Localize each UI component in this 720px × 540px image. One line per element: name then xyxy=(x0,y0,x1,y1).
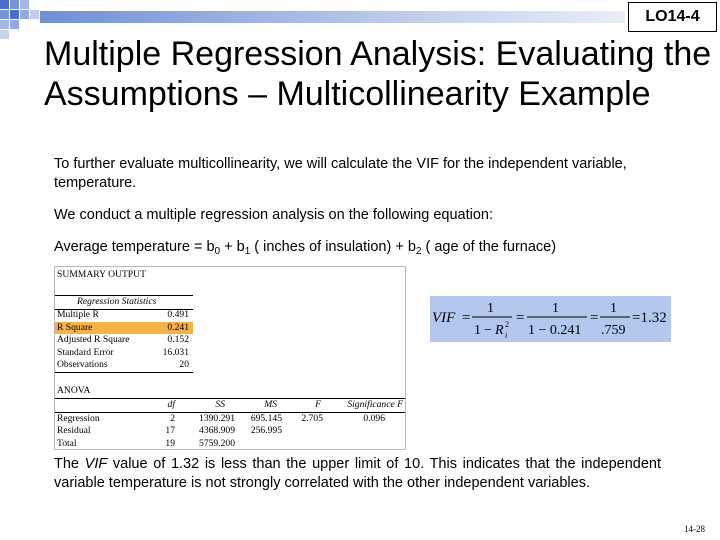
regression-equation: Average temperature = b0 + b1 ( inches o… xyxy=(54,239,557,257)
vif-den2: 1 − 0.241 xyxy=(528,323,581,338)
vif-formula: VIF = 1 1 − R 2 i = 1 1 − 0.241 = 1 .759… xyxy=(430,296,671,342)
anova-ss: 4368.909 xyxy=(199,425,235,436)
stat-value: 16.031 xyxy=(162,346,189,358)
summary-title: SUMMARY OUTPUT xyxy=(57,269,146,280)
stat-value: 0.152 xyxy=(167,334,189,345)
anova-ss: 1390.291 xyxy=(199,412,235,424)
stats-row: Observations 20 xyxy=(55,359,405,372)
vif-den1-r-sup: 2 xyxy=(505,320,509,329)
anova-df: 2 xyxy=(170,412,175,424)
conduct-text: We conduct a multiple regression analysi… xyxy=(54,207,494,223)
conclusion-text: The VIF value of 1.32 is less than the u… xyxy=(54,456,661,491)
page-number: 14-28 xyxy=(684,524,705,534)
anova-df: 17 xyxy=(165,425,175,436)
anova-ms: 695.145 xyxy=(250,412,282,424)
stat-label: Standard Error xyxy=(57,346,114,358)
summary-title-row: SUMMARY OUTPUT xyxy=(55,269,405,282)
stat-label: Adjusted R Square xyxy=(57,334,130,345)
vif-result: =1.32 xyxy=(632,310,667,326)
anova-label: Regression xyxy=(57,412,100,424)
anova-header-ss: SS xyxy=(215,399,225,410)
vif-den1-minus: − xyxy=(484,323,492,338)
anova-title-row: ANOVA xyxy=(55,385,405,398)
vif-num-2: 1 xyxy=(552,301,559,316)
vif-den1-one: 1 xyxy=(474,323,481,338)
anova-ss: 5759.200 xyxy=(199,437,235,449)
vif-num-1: 1 xyxy=(487,301,494,316)
stats-row: Adjusted R Square 0.152 xyxy=(55,334,405,347)
anova-row: Residual 17 4368.909 256.995 xyxy=(55,425,405,438)
anova-df: 19 xyxy=(165,437,175,449)
slide-title: Multiple Regression Analysis: Evaluating… xyxy=(44,35,712,113)
anova-row: Total 19 5759.200 xyxy=(55,437,405,450)
stat-label: Multiple R xyxy=(57,309,99,320)
stats-row: Standard Error 16.031 xyxy=(55,347,405,360)
vif-lhs: VIF xyxy=(432,310,456,326)
vif-den1-r: R xyxy=(494,323,504,338)
header-gradient-bar xyxy=(40,11,625,23)
anova-header-row: df SS MS F Significance F xyxy=(55,399,405,412)
summary-output-table: SUMMARY OUTPUT Regression Statistics Mul… xyxy=(54,266,406,450)
vif-num-3: 1 xyxy=(610,301,617,316)
vif-equals-3: = xyxy=(590,310,598,326)
anova-ms: 256.995 xyxy=(250,425,282,436)
vif-equals-1: = xyxy=(462,310,470,326)
regression-statistics-header-row: Regression Statistics xyxy=(55,296,405,309)
intro-text: To further evaluate multicollinearity, w… xyxy=(54,156,627,191)
anova-label: Residual xyxy=(57,425,91,436)
anova-header-df: df xyxy=(167,399,175,410)
stat-label: R Square xyxy=(57,321,93,333)
anova-label: Total xyxy=(57,437,77,449)
vif-den3: .759 xyxy=(601,323,626,338)
anova-header-ms: MS xyxy=(264,399,277,410)
anova-sig: 0.096 xyxy=(363,412,385,424)
learning-objective-label: LO14-4 xyxy=(628,2,717,32)
anova-f: 2.705 xyxy=(301,412,323,424)
anova-header-f: F xyxy=(315,399,321,410)
stat-value: 0.491 xyxy=(167,309,189,320)
stat-label: Observations xyxy=(57,359,108,370)
stats-row: Multiple R 0.491 xyxy=(55,309,405,322)
anova-row: Regression 2 1390.291 695.145 2.705 0.09… xyxy=(55,413,405,426)
anova-title: ANOVA xyxy=(57,385,91,396)
stats-row-highlighted: R Square 0.241 xyxy=(55,321,193,334)
stat-value: 0.241 xyxy=(167,321,189,333)
regression-statistics-header: Regression Statistics xyxy=(77,296,157,307)
vif-den1-r-sub: i xyxy=(505,331,507,340)
corner-decoration xyxy=(0,0,60,45)
anova-header-significance: Significance F xyxy=(347,399,403,410)
vif-equals-2: = xyxy=(516,310,524,326)
stat-value: 20 xyxy=(179,359,189,370)
